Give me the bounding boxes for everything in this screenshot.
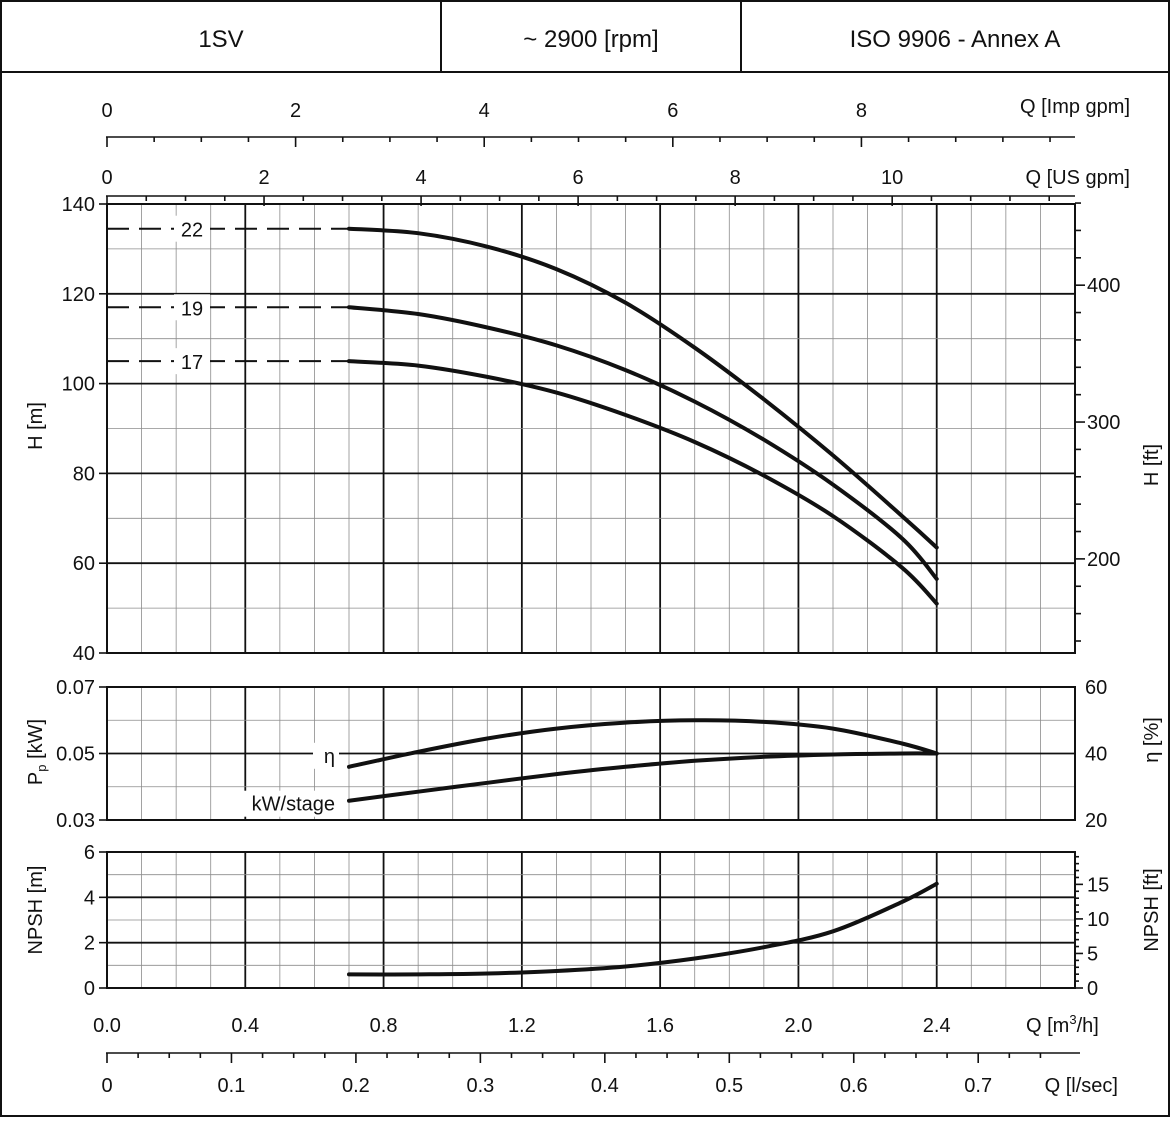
m3h-tick-label: 2.4 [923, 1015, 951, 1037]
header-standard: ISO 9906 - Annex A [850, 26, 1061, 53]
m3h-axis-label: Q [m3/h] [1026, 1012, 1099, 1037]
m3h-tick-label: 1.6 [646, 1015, 674, 1037]
imp-gpm-tick-label: 2 [290, 100, 301, 122]
l-sec-tick-label: 0.4 [591, 1075, 619, 1097]
l-sec-tick-label: 0.2 [342, 1075, 370, 1097]
imp-gpm-tick-label: 0 [101, 100, 112, 122]
head-ft-tick-label: 400 [1087, 275, 1120, 297]
head-ytick-label: 140 [62, 194, 95, 216]
npsh-grid [106, 851, 1076, 989]
l-sec-tick-label: 0.5 [715, 1075, 743, 1097]
npsh-curve [347, 881, 939, 977]
head-curve-label-19: 19 [181, 298, 203, 320]
head-ytick-label: 80 [73, 463, 95, 485]
power-ylabel: Pp [kW] [25, 719, 49, 785]
head-ft-tick-label: 300 [1087, 412, 1120, 434]
npsh-ft-tick-label: 5 [1087, 943, 1098, 965]
head-frame [106, 203, 1076, 654]
npsh-ytick-label: 0 [84, 978, 95, 1000]
us-gpm-tick-label: 0 [101, 167, 112, 189]
power-label-bg [313, 742, 339, 769]
us-gpm-tick-label: 2 [258, 167, 269, 189]
m3h-axis-label-sup: 3 [1069, 1012, 1076, 1027]
l-sec-axis-label: Q [l/sec] [1045, 1075, 1118, 1097]
head-curve-19 [347, 305, 939, 581]
npsh-ytick-label: 4 [84, 887, 95, 909]
head-grid [106, 203, 1076, 654]
m3h-axis-label-main: Q [m [1026, 1015, 1069, 1037]
m3h-tick-label: 0.4 [231, 1015, 259, 1037]
head-label-bg-19 [174, 294, 210, 321]
power-ylabel-sub: p [34, 764, 49, 771]
head-label-bg-22 [174, 215, 210, 242]
npsh-ft-tick-label: 0 [1087, 978, 1098, 1000]
l-sec-tick-label: 0.6 [840, 1075, 868, 1097]
m3h-tick-label: 0.8 [370, 1015, 398, 1037]
l-sec-axis: Q [l/sec] [106, 1052, 1118, 1097]
npsh-ylabel-right: NPSH [ft] [1141, 868, 1163, 951]
head-curve-17 [347, 359, 939, 606]
power-ytick-label: 0.07 [56, 677, 95, 699]
power-ylabel-main: P [25, 772, 47, 785]
head-curve-label-17: 17 [181, 352, 203, 374]
power-ylabel-right: η [%] [1141, 717, 1163, 763]
us-gpm-tick-label: 8 [730, 167, 741, 189]
head-ft-tick-label: 200 [1087, 549, 1120, 571]
power-curve-kw [347, 751, 939, 803]
eta-tick-label: 40 [1085, 744, 1107, 766]
head-label-bg-17 [174, 348, 210, 375]
power-ytick-label: 0.05 [56, 744, 95, 766]
npsh-ylabel: NPSH [m] [25, 866, 47, 955]
m3h-tick-label: 1.2 [508, 1015, 536, 1037]
head-ylabel: H [m] [25, 402, 47, 450]
header-speed: ~ 2900 [rpm] [523, 26, 658, 53]
header-model: 1SV [198, 26, 243, 53]
head-ytick-label: 100 [62, 374, 95, 396]
l-sec-tick-label: 0 [101, 1075, 112, 1097]
imp-gpm-axis-label: Q [Imp gpm] [1020, 96, 1130, 118]
power-curve-eta [347, 718, 939, 769]
head-curve-label-22: 22 [181, 220, 203, 242]
power-curve-label-eta: η [324, 746, 335, 768]
npsh-frame [106, 851, 1076, 989]
head-ytick-label: 40 [73, 643, 95, 665]
npsh-ft-tick-label: 10 [1087, 909, 1109, 931]
power-ytick-label: 0.03 [56, 810, 95, 832]
eta-tick-label: 60 [1085, 677, 1107, 699]
power-label-bg [217, 790, 339, 817]
us-gpm-axis: Q [US gpm] [106, 167, 1130, 197]
l-sec-tick-label: 0.3 [466, 1075, 494, 1097]
imp-gpm-tick-label: 6 [667, 100, 678, 122]
us-gpm-tick-label: 10 [881, 167, 903, 189]
npsh-ytick-label: 6 [84, 842, 95, 864]
head-curve-22 [347, 226, 939, 550]
m3h-tick-label: 2.0 [785, 1015, 813, 1037]
npsh-ft-tick-label: 15 [1087, 874, 1109, 896]
npsh-ytick-label: 2 [84, 933, 95, 955]
imp-gpm-tick-label: 8 [856, 100, 867, 122]
imp-gpm-axis: Q [Imp gpm] [106, 96, 1130, 138]
head-ytick-label: 120 [62, 284, 95, 306]
us-gpm-tick-label: 6 [573, 167, 584, 189]
eta-tick-label: 20 [1085, 810, 1107, 832]
chart-labels: 4060801001201400.030.050.070246200300400… [56, 100, 1120, 1097]
m3h-axis-label-end: /h] [1077, 1015, 1099, 1037]
head-ytick-label: 60 [73, 553, 95, 575]
chart-curves [107, 226, 939, 977]
power-ylabel-end: [kW] [25, 719, 47, 765]
l-sec-tick-label: 0.1 [218, 1075, 246, 1097]
m3h-tick-label: 0.0 [93, 1015, 121, 1037]
power-curve-label-kw: kW/stage [252, 794, 335, 816]
us-gpm-axis-label: Q [US gpm] [1026, 167, 1130, 189]
head-ylabel-right: H [ft] [1141, 444, 1163, 486]
l-sec-tick-label: 0.7 [964, 1075, 992, 1097]
imp-gpm-tick-label: 4 [479, 100, 490, 122]
us-gpm-tick-label: 4 [416, 167, 427, 189]
